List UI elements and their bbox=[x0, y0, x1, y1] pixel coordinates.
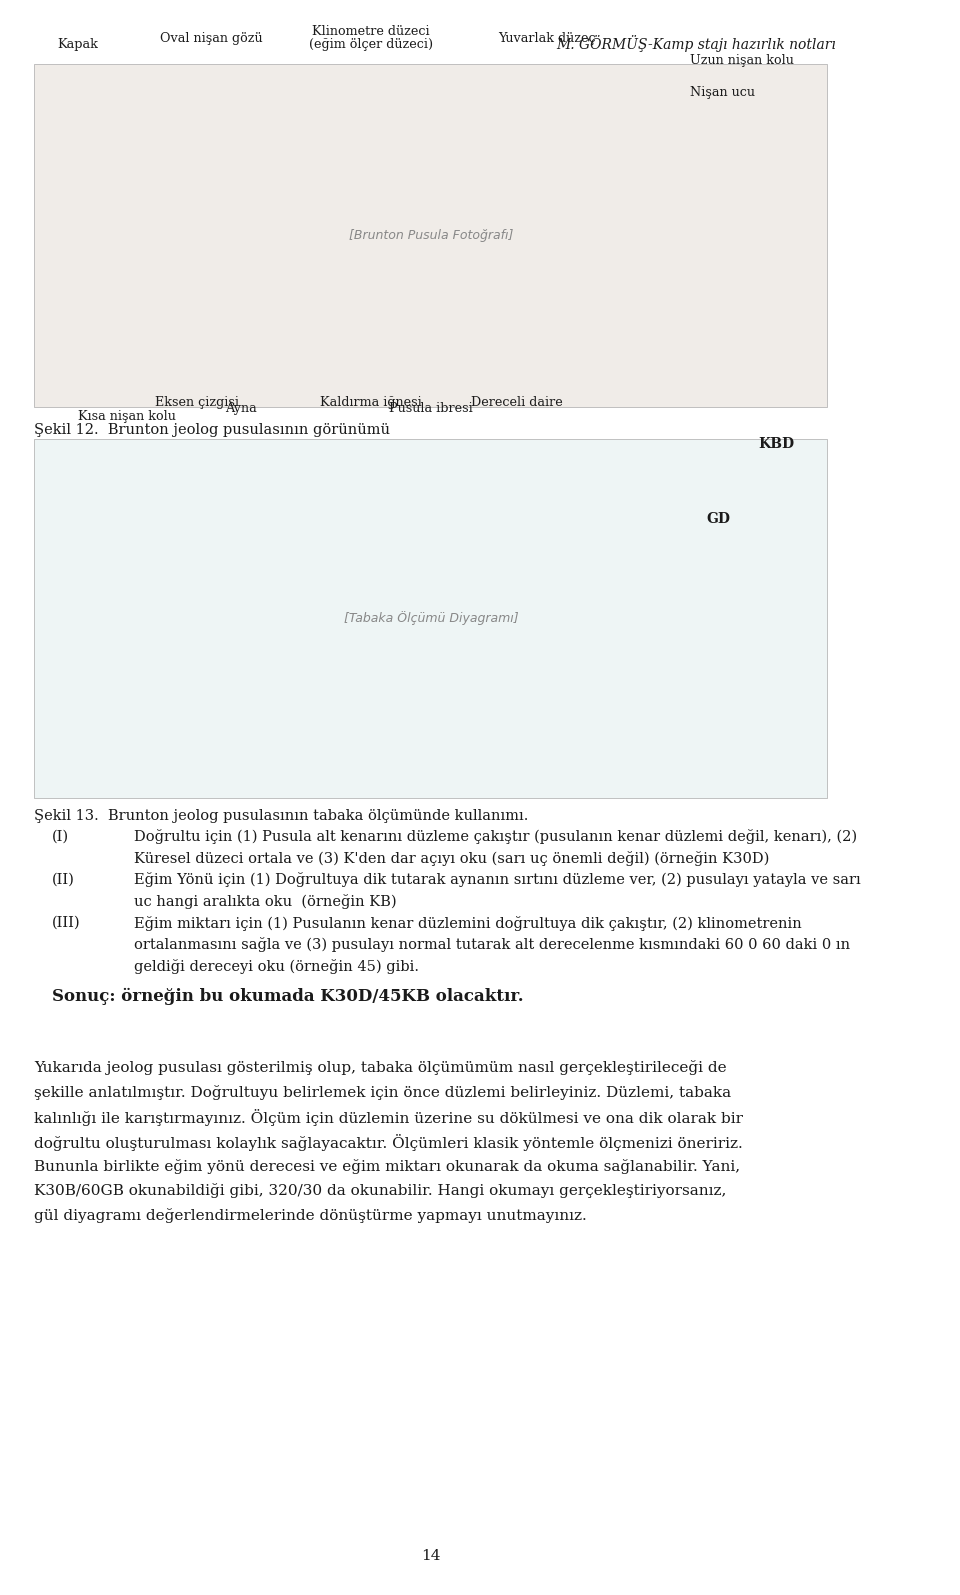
Text: M. GÖRMÜŞ-Kamp stajı hazırlık notları: M. GÖRMÜŞ-Kamp stajı hazırlık notları bbox=[556, 35, 836, 53]
Text: Yukarıda jeolog pusulası gösterilmiş olup, tabaka ölçümümüm nasıl gerçekleştiril: Yukarıda jeolog pusulası gösterilmiş olu… bbox=[35, 1061, 727, 1075]
Text: [Brunton Pusula Fotoğrafı]: [Brunton Pusula Fotoğrafı] bbox=[348, 228, 514, 242]
Text: (II): (II) bbox=[52, 872, 75, 887]
Text: Eksen çizgisi: Eksen çizgisi bbox=[156, 396, 239, 408]
Text: Şekil 12.  Brunton jeolog pusulasının görünümü: Şekil 12. Brunton jeolog pusulasının gör… bbox=[35, 423, 391, 437]
Text: Küresel düzeci ortala ve (3) K'den dar açıyı oku (sarı uç önemli değil) (örneğin: Küresel düzeci ortala ve (3) K'den dar a… bbox=[133, 852, 769, 866]
Text: Doğrultu için (1) Pusula alt kenarını düzleme çakıştır (pusulanın kenar düzlemi : Doğrultu için (1) Pusula alt kenarını dü… bbox=[133, 829, 856, 844]
Bar bbox=[35, 64, 828, 407]
Text: GD: GD bbox=[707, 512, 731, 526]
Text: Şekil 13.  Brunton jeolog pusulasının tabaka ölçümünde kullanımı.: Şekil 13. Brunton jeolog pusulasının tab… bbox=[35, 809, 529, 823]
Text: K30B/60GB okunabildiği gibi, 320/30 da okunabilir. Hangi okumayı gerçekleştiriyo: K30B/60GB okunabildiği gibi, 320/30 da o… bbox=[35, 1183, 727, 1198]
Text: şekille anlatılmıştır. Doğrultuyu belirlemek için önce düzlemi belirleyiniz. Düz: şekille anlatılmıştır. Doğrultuyu belirl… bbox=[35, 1085, 732, 1099]
Text: Nişan ucu: Nişan ucu bbox=[689, 86, 755, 99]
Text: Eğim miktarı için (1) Pusulanın kenar düzlemini doğrultuya dik çakıştır, (2) kli: Eğim miktarı için (1) Pusulanın kenar dü… bbox=[133, 916, 802, 930]
Text: KBD: KBD bbox=[758, 437, 795, 451]
Text: [Tabaka Ölçümü Diyagramı]: [Tabaka Ölçümü Diyagramı] bbox=[344, 611, 518, 625]
Text: Pusula ibresi: Pusula ibresi bbox=[389, 402, 473, 415]
Text: Ayna: Ayna bbox=[226, 402, 257, 415]
Text: ortalanmasını sağla ve (3) pusulayı normal tutarak alt derecelenme kısmındaki 60: ortalanmasını sağla ve (3) pusulayı norm… bbox=[133, 936, 850, 952]
Text: Uzun nişan kolu: Uzun nişan kolu bbox=[689, 54, 793, 67]
Text: Sonuç: örneğin bu okumada K30D/45KB olacaktır.: Sonuç: örneğin bu okumada K30D/45KB olac… bbox=[52, 989, 523, 1005]
Text: Yuvarlak düzeç: Yuvarlak düzeç bbox=[498, 32, 596, 45]
Text: Kapak: Kapak bbox=[58, 38, 98, 51]
Text: (eğim ölçer düzeci): (eğim ölçer düzeci) bbox=[308, 38, 433, 51]
Text: Kaldırma iğnesi: Kaldırma iğnesi bbox=[320, 396, 421, 408]
Text: (I): (I) bbox=[52, 829, 69, 844]
Text: Dereceli daire: Dereceli daire bbox=[471, 396, 563, 408]
Text: kalınlığı ile karıştırmayınız. Ölçüm için düzlemin üzerine su dökülmesi ve ona d: kalınlığı ile karıştırmayınız. Ölçüm içi… bbox=[35, 1110, 743, 1126]
Text: uc hangi aralıkta oku  (örneğin KB): uc hangi aralıkta oku (örneğin KB) bbox=[133, 893, 396, 909]
Text: Klinometre düzeci: Klinometre düzeci bbox=[312, 26, 429, 38]
Text: (III): (III) bbox=[52, 916, 81, 930]
Text: 14: 14 bbox=[421, 1549, 441, 1563]
Text: Kısa nişan kolu: Kısa nişan kolu bbox=[78, 410, 176, 423]
Bar bbox=[35, 439, 828, 798]
Text: doğrultu oluşturulması kolaylık sağlayacaktır. Ölçümleri klasik yöntemle ölçmeni: doğrultu oluşturulması kolaylık sağlayac… bbox=[35, 1134, 743, 1152]
Text: gül diyagramı değerlendirmelerinde dönüştürme yapmayı unutmayınız.: gül diyagramı değerlendirmelerinde dönüş… bbox=[35, 1209, 588, 1223]
Text: geldiği dereceyi oku (örneğin 45) gibi.: geldiği dereceyi oku (örneğin 45) gibi. bbox=[133, 959, 419, 973]
Text: Eğim Yönü için (1) Doğrultuya dik tutarak aynanın sırtını düzleme ver, (2) pusul: Eğim Yönü için (1) Doğrultuya dik tutara… bbox=[133, 872, 860, 887]
Text: Oval nişan gözü: Oval nişan gözü bbox=[160, 32, 262, 45]
Text: Bununla birlikte eğim yönü derecesi ve eğim miktarı okunarak da okuma sağlanabil: Bununla birlikte eğim yönü derecesi ve e… bbox=[35, 1158, 740, 1174]
